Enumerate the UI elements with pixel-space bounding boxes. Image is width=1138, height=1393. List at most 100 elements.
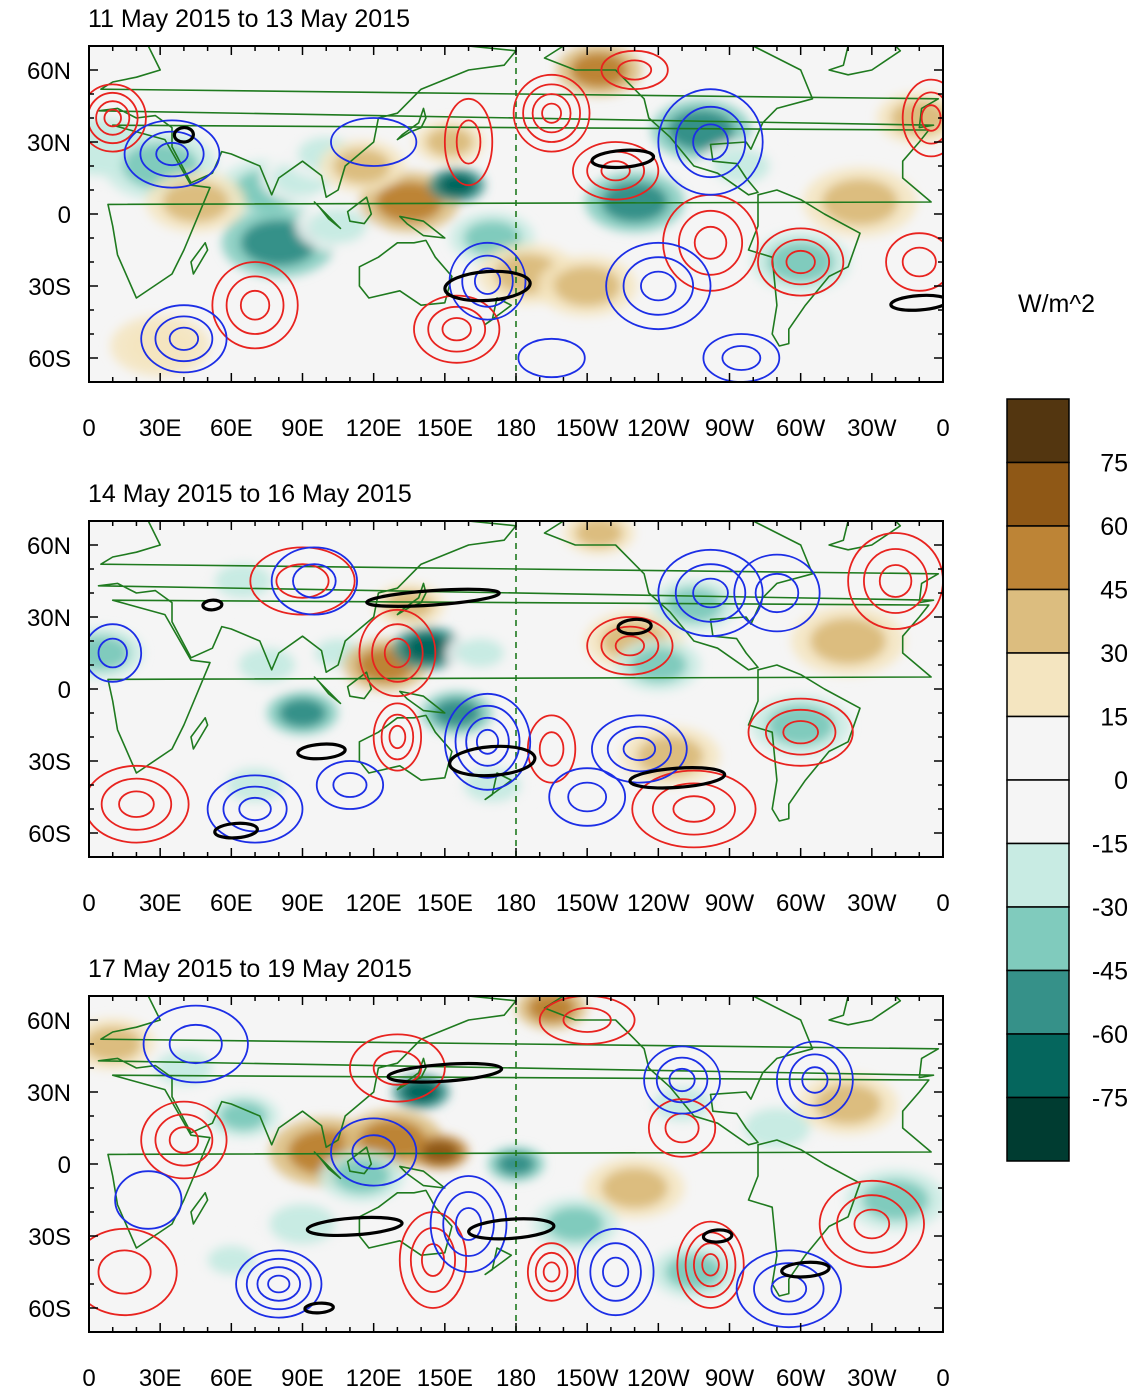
positive-contour-3-2 [542,1261,561,1283]
positive-contour-6-0 [631,769,757,849]
anomaly-contours [89,49,943,382]
coastline-9 [398,215,446,239]
colorbar-tick-label: -30 [1092,894,1128,922]
negative-contour-16-1 [351,1134,396,1170]
y-tick-labels: 60N 30N 0 30S 60S [27,1008,71,1323]
x-tick-label: 120E [346,415,402,442]
coastline-2 [358,714,453,782]
threshold-contour-2 [628,766,727,790]
y-tick-label: 30S [28,1224,71,1251]
threshold-contour-1 [590,148,656,170]
panel-1-title: 11 May 2015 to 13 May 2015 [88,5,410,33]
y-tick-label: 30N [27,605,71,632]
colorbar-tick-label: 0 [1114,767,1128,795]
x-tick-label: 60E [210,890,253,917]
anomaly-core-9 [437,173,476,197]
negative-contour-16-1 [754,572,800,614]
anomaly-contours [89,532,943,849]
positive-contour-2-2 [782,720,819,745]
anomaly-core-9 [456,638,505,668]
positive-contour-6-2 [672,795,716,823]
x-tick-label: 30W [847,415,897,442]
x-tick-label: 60W [776,890,826,917]
x-tick-label: 60W [776,1365,826,1392]
x-tick-label: 90W [705,890,755,917]
x-tick-label: 90E [281,890,324,917]
anomaly-core-3 [278,698,327,728]
negative-contour-11-1 [606,725,672,773]
x-tick-label: 0 [82,1365,95,1392]
positive-contour-7-2 [785,249,816,275]
negative-contour-15-0 [89,623,143,683]
x-tick-label: 30E [139,890,182,917]
positive-contour-4-0 [676,1220,745,1309]
negative-contour-12-1 [567,781,608,813]
negative-contour-11-0 [591,714,688,784]
x-tick-label: 150W [556,1365,619,1392]
negative-contour-14-2 [801,1066,829,1094]
positive-contour-7-1 [771,238,831,286]
negative-contour-17-0 [114,1170,183,1230]
coastlines [97,996,940,1297]
negative-contour-14-0 [270,546,358,616]
colorbar-tick-label: -75 [1092,1085,1128,1113]
positive-contour-5-1 [836,1194,908,1254]
positive-contour-5-1 [538,731,565,767]
anomaly-core-17 [546,1206,604,1242]
y-axis-ticks [89,520,943,858]
positive-contour-3-1 [534,1251,569,1293]
x-tick-label: 150W [556,890,619,917]
negative-contour-10-3 [475,728,500,755]
y-axis-ticks [89,995,943,1333]
coastline-5 [828,521,902,551]
colorbar-box-10 [1006,1033,1070,1099]
negative-contour-11-2 [622,736,657,762]
positive-contour-3-0 [526,1242,577,1302]
colorbar-box-8 [1006,906,1070,972]
colorbar-box-4 [1006,652,1070,718]
positive-contour-7-0 [538,996,636,1045]
colorbar-box-3 [1006,588,1070,654]
positive-contour-0-0 [358,608,437,698]
coastline-1 [97,521,940,674]
x-tick-label: 0 [936,415,949,442]
positive-contour-1-0 [443,97,494,187]
anomaly-core-17 [712,148,770,184]
positive-contour-4-2 [388,724,407,750]
y-tick-label: 0 [58,1152,71,1179]
negative-contour-12-1 [753,1262,825,1316]
negative-contour-12-1 [154,315,214,363]
positive-contour-5-0 [818,1179,925,1269]
coastline-2 [358,239,453,307]
threshold-contour-2 [172,125,195,144]
x-tick-label: 90W [705,1365,755,1392]
x-tick-label: 60E [210,1365,253,1392]
negative-contour-15-0 [657,88,764,196]
anomaly-core-11 [463,220,521,256]
anomaly-core-10 [425,127,474,157]
x-tick-labels: 0 30E 60E 90E 120E 150E 180 150W 120W 90W 60W 30W 0 [82,890,949,917]
coastline-9 [398,690,446,714]
coastline-11 [190,1192,209,1225]
positive-contour-9-0 [901,78,943,158]
positive-contour-1-2 [614,635,645,657]
positive-contour-1-1 [455,119,482,165]
threshold-contour-4 [780,1260,831,1279]
negative-contour-11-2 [602,1256,630,1288]
positive-contour-0-2 [95,100,131,136]
coastline-7 [313,201,342,230]
positive-contour-7-1 [562,1007,612,1033]
anomaly-core-5 [421,1140,460,1164]
negative-contour-17-0 [315,760,385,810]
x-tick-label: 180 [496,890,536,917]
negative-contour-9-2 [256,1266,302,1302]
positive-contour-1-1 [600,625,660,666]
colorbar-box-1 [1006,461,1070,527]
anomaly-core-0 [89,635,130,671]
negative-contour-15-2 [692,123,729,161]
anomaly-core-18 [767,241,834,283]
positive-contour-6-2 [693,225,728,260]
positive-contour-0-3 [103,108,122,128]
threshold-contour-1 [448,744,537,778]
